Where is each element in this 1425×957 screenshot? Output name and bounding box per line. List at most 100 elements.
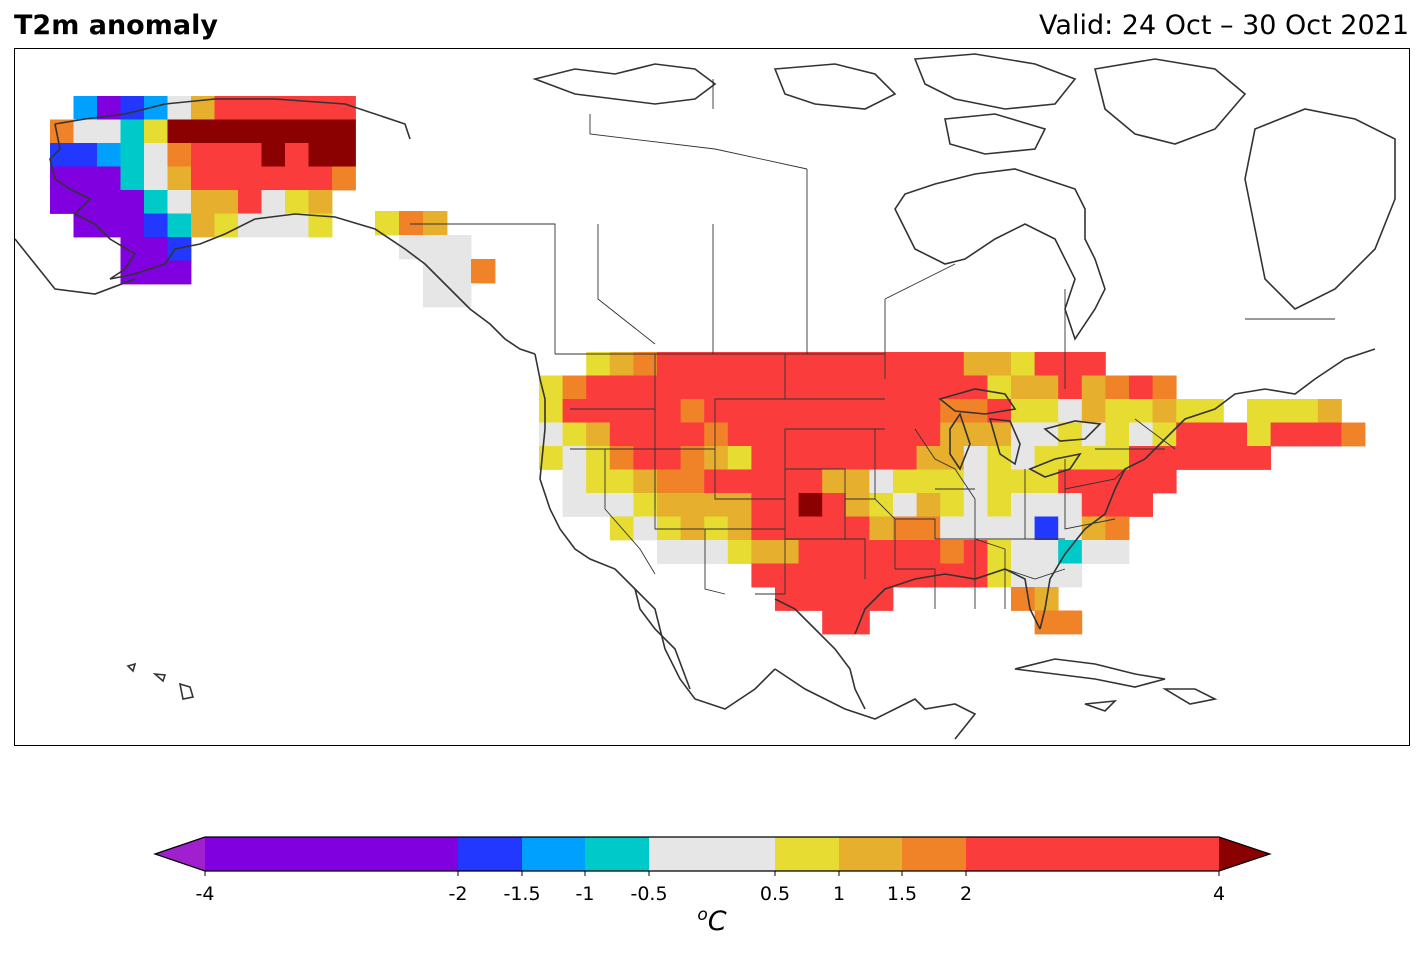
anomaly-cell xyxy=(727,540,752,564)
colorbar-tick-label: 2 xyxy=(959,883,973,905)
anomaly-cell xyxy=(285,190,309,214)
anomaly-cell xyxy=(1152,399,1177,423)
map-title: T2m anomaly xyxy=(14,10,218,41)
anomaly-cell xyxy=(586,375,611,400)
anomaly-cell xyxy=(1223,422,1248,447)
anomaly-cell xyxy=(144,119,168,144)
anomaly-cell xyxy=(308,213,333,238)
map-canvas xyxy=(15,53,1396,740)
anomaly-cell xyxy=(963,540,988,564)
anomaly-cell xyxy=(704,422,729,447)
anomaly-cell xyxy=(940,469,965,494)
anomaly-cell xyxy=(238,143,262,167)
anomaly-cell xyxy=(798,422,823,447)
anomaly-cell xyxy=(727,446,752,470)
anomaly-cell xyxy=(727,399,752,423)
anomaly-cell xyxy=(869,563,894,588)
anomaly-cell xyxy=(285,119,309,144)
anomaly-cell xyxy=(916,399,941,423)
anomaly-cell xyxy=(586,399,611,423)
anomaly-cell xyxy=(987,469,1012,494)
anomaly-cell xyxy=(1105,399,1130,423)
anomaly-cell xyxy=(1034,375,1059,400)
anomaly-cell xyxy=(447,283,472,308)
anomaly-cell xyxy=(657,399,681,423)
anomaly-cell xyxy=(751,540,776,564)
anomaly-cell xyxy=(798,516,823,541)
anomaly-cell xyxy=(751,375,776,400)
anomaly-cell xyxy=(869,540,894,564)
anomaly-cell xyxy=(963,352,988,376)
anomaly-cell xyxy=(586,469,611,494)
anomaly-cell xyxy=(97,96,121,120)
anomaly-cell xyxy=(775,352,799,376)
anomaly-cell xyxy=(191,119,215,144)
anomaly-cell xyxy=(308,119,333,144)
colorbar-under-arrow xyxy=(155,837,205,871)
anomaly-cell xyxy=(1294,399,1319,423)
anomaly-cell xyxy=(120,143,145,167)
anomaly-cell xyxy=(940,422,965,447)
anomaly-cell xyxy=(845,352,870,376)
anomaly-cell xyxy=(798,493,823,517)
colorbar-bin-8 xyxy=(966,837,1219,871)
anomaly-cell xyxy=(144,143,168,167)
anomaly-cell xyxy=(50,166,74,191)
anomaly-cell xyxy=(704,469,729,494)
anomaly-cell xyxy=(167,119,192,144)
anomaly-cell xyxy=(987,446,1012,470)
colorbar-bin-3 xyxy=(585,837,649,871)
anomaly-cell xyxy=(963,375,988,400)
anomaly-cell xyxy=(798,399,823,423)
anomaly-cell xyxy=(657,540,681,564)
anomaly-cell xyxy=(285,213,309,238)
anomaly-cell xyxy=(214,166,239,191)
anomaly-cell xyxy=(680,540,705,564)
anomaly-cell xyxy=(1058,610,1083,635)
anomaly-cell xyxy=(144,213,168,238)
anomaly-cell xyxy=(822,399,847,423)
anomaly-cell xyxy=(609,399,634,423)
anomaly-cell xyxy=(1152,446,1177,470)
anomaly-cell xyxy=(191,143,215,167)
anomaly-cell xyxy=(144,260,168,285)
anomaly-cell xyxy=(680,399,705,423)
colorbar-tick-label: 1 xyxy=(832,883,846,905)
anomaly-cell xyxy=(214,190,239,214)
anomaly-cell xyxy=(633,352,658,376)
anomaly-cell xyxy=(238,96,262,120)
anomaly-cell xyxy=(1081,493,1106,517)
anomaly-cell xyxy=(657,352,681,376)
anomaly-cell xyxy=(167,237,192,261)
anomaly-cell xyxy=(167,190,192,214)
anomaly-cell xyxy=(1105,469,1130,494)
anomaly-cell xyxy=(1034,352,1059,376)
anomaly-cell xyxy=(97,166,121,191)
anomaly-cell xyxy=(1247,446,1271,470)
anomaly-cell xyxy=(1011,422,1035,447)
map-panel xyxy=(14,48,1410,746)
anomaly-cell xyxy=(1317,399,1342,423)
valid-period: Valid: 24 Oct – 30 Oct 2021 xyxy=(1039,10,1409,41)
anomaly-cell xyxy=(775,399,799,423)
anomaly-cell xyxy=(191,213,215,238)
anomaly-cell xyxy=(1247,422,1271,447)
anomaly-cell xyxy=(704,446,729,470)
anomaly-cell xyxy=(308,166,333,191)
anomaly-cell xyxy=(1058,493,1083,517)
anomaly-cell xyxy=(940,352,965,376)
anomaly-cell xyxy=(869,352,894,376)
anomaly-cell xyxy=(73,143,98,167)
colorbar-tick-label: -1 xyxy=(575,883,595,905)
anomaly-cell xyxy=(704,352,729,376)
anomaly-cell xyxy=(1176,399,1201,423)
anomaly-cell xyxy=(1011,375,1035,400)
anomaly-cell xyxy=(893,540,917,564)
anomaly-cell xyxy=(332,96,356,120)
anomaly-cell xyxy=(869,587,894,611)
anomaly-cell xyxy=(539,446,563,470)
anomaly-cell xyxy=(1011,469,1035,494)
anomaly-cell xyxy=(167,143,192,167)
colorbar-tick-label: -0.5 xyxy=(630,883,668,905)
anomaly-cell xyxy=(1176,446,1201,470)
